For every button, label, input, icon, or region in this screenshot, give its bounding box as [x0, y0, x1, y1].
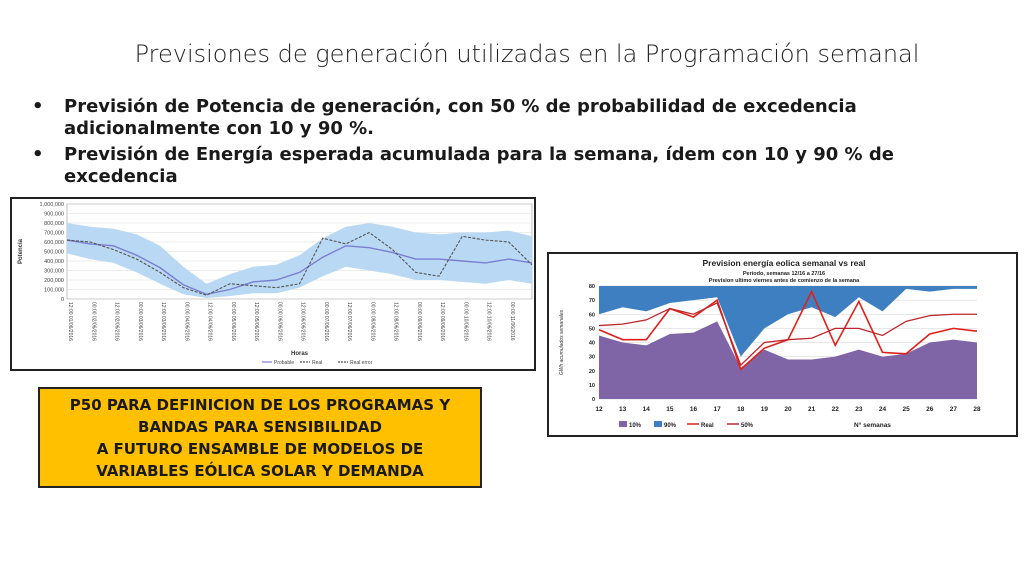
y-tick-label: 500,000	[44, 250, 64, 256]
y-tick-label: 0	[592, 397, 595, 403]
x-tick-label: 12:00 06/06/2016	[300, 302, 306, 341]
slide-title: Previsiones de generación utilizadas en …	[134, 40, 920, 68]
x-tick-label: 14	[643, 406, 651, 413]
legend-swatch	[654, 421, 662, 427]
x-tick-label: 00:00 04/06/2016	[183, 302, 189, 341]
y-axis-label: GWh acumulados semanales	[559, 309, 565, 375]
confidence-band	[67, 223, 532, 299]
note-line: VARIABLES EÓLICA SOLAR Y DEMANDA	[96, 462, 424, 480]
y-tick-label: 20	[589, 369, 595, 375]
energy-forecast-chart: Prevision energía eolica semanal vs real…	[547, 252, 1018, 437]
x-tick-label: 12:00 05/06/2016	[253, 302, 259, 341]
y-tick-label: 600,000	[44, 240, 64, 246]
x-tick-label: 21	[808, 406, 816, 413]
area-10	[599, 321, 977, 399]
x-tick-label: 00:00 09/06/2016	[416, 302, 422, 341]
note-line: A FUTURO ENSAMBLE DE MODELOS DE	[96, 440, 424, 458]
power-forecast-chart: 0 100,000 200,000 300,000 400,000 500,000 600,…	[10, 197, 538, 371]
note-line: BANDAS PARA SENSIBILIDAD	[138, 418, 382, 436]
x-tick-label: 12:00 08/06/2016	[393, 302, 399, 341]
y-tick-label: 300,000	[44, 269, 64, 275]
x-tick-label: 19	[761, 406, 769, 413]
x-tick-label: 24	[879, 406, 887, 413]
y-tick-label: 50	[589, 326, 595, 332]
x-tick-label: 20	[784, 406, 792, 413]
legend-label: 90%	[664, 423, 677, 429]
y-tick-label: 0	[61, 297, 64, 303]
x-tick-label: 13	[619, 406, 627, 413]
legend-label: Probable	[274, 360, 294, 366]
y-tick-label: 100,000	[44, 288, 64, 294]
x-tick-label: 00:00 08/06/2016	[369, 302, 375, 341]
y-tick-label: 40	[589, 341, 595, 347]
legend-label: Real	[701, 423, 714, 429]
x-tick-label: 12:00 09/06/2016	[439, 302, 445, 341]
bullet-text-line: Previsión de Energía esperada acumulada …	[64, 144, 894, 165]
x-tick-label: 00:00 06/06/2016	[276, 302, 282, 341]
chart-subtitle: Prevision ultimo viernes antes de comien…	[709, 278, 860, 284]
x-tick-label: 17	[714, 406, 722, 413]
bullet-item: • Previsión de Energía esperada acumulad…	[32, 144, 992, 188]
x-tick-label: 23	[855, 406, 863, 413]
chart-subtitle: Periodo, semanas 12/16 a 27/16	[743, 271, 825, 277]
note-line: P50 PARA DEFINICION DE LOS PROGRAMAS Y	[69, 396, 451, 414]
x-tick-label: 28	[973, 406, 981, 413]
bullet-dot-icon: •	[32, 144, 44, 165]
x-tick-label: 18	[737, 406, 745, 413]
y-tick-label: 70	[589, 298, 595, 304]
y-tick-label: 200,000	[44, 278, 64, 284]
bullet-list: • Previsión de Potencia de generación, c…	[32, 96, 992, 192]
y-tick-label: 30	[589, 355, 595, 361]
x-tick-label: 12:00 01/06/2016	[67, 302, 73, 341]
y-axis-label: Potencia	[18, 238, 24, 264]
x-tick-label: 16	[690, 406, 698, 413]
x-tick-label: 26	[926, 406, 934, 413]
x-tick-label: 00:00 03/06/2016	[137, 302, 143, 341]
y-tick-label: 800,000	[44, 221, 64, 227]
y-tick-label: 900,000	[44, 212, 64, 218]
power-forecast-svg: 0 100,000 200,000 300,000 400,000 500,000 600,…	[18, 202, 538, 366]
p50-note-box: P50 PARA DEFINICION DE LOS PROGRAMAS Y B…	[38, 387, 482, 488]
y-tick-label: 700,000	[44, 231, 64, 237]
series-line-real	[66, 231, 533, 296]
y-tick-label: 400,000	[44, 259, 64, 265]
x-tick-label: 00:00 11/06/2016	[509, 302, 515, 341]
legend-label: 10%	[629, 423, 642, 429]
x-tick-label: 12:00 11/06/2016	[532, 302, 534, 341]
legend-label: Real	[312, 360, 322, 366]
chart-title: Prevision energía eolica semanal vs real	[702, 258, 865, 268]
x-tick-label: 15	[666, 406, 674, 413]
y-tick-label: 10	[589, 383, 595, 389]
x-axis-label: Horas	[291, 351, 309, 357]
x-tick-label: 00:00 10/06/2016	[462, 302, 468, 341]
bullet-text-line: adicionalmente con 10 y 90 %.	[64, 118, 375, 139]
y-tick-label: 80	[589, 284, 595, 290]
x-tick-label: 00:00 07/06/2016	[323, 302, 329, 341]
y-tick-label: 60	[589, 312, 595, 318]
series-line-probable	[66, 239, 533, 295]
x-tick-label: 27	[950, 406, 958, 413]
area-90	[599, 286, 977, 357]
x-tick-label: 12:00 10/06/2016	[486, 302, 492, 341]
bullet-text-line: excedencia	[64, 166, 178, 187]
x-axis-label: N° semanas	[854, 421, 891, 429]
x-tick-label: 12:00 03/06/2016	[160, 302, 166, 341]
x-tick-label: 25	[903, 406, 911, 413]
x-tick-label: 00:00 02/06/2016	[90, 302, 96, 341]
legend-label: 50%	[741, 423, 754, 429]
bullet-item: • Previsión de Potencia de generación, c…	[32, 96, 992, 140]
x-tick-label: 12:00 04/06/2016	[207, 302, 213, 341]
series-line-p50	[598, 302, 977, 367]
bullet-text-line: Previsión de Potencia de generación, con…	[64, 96, 857, 117]
legend-label: Real error	[350, 360, 373, 366]
bullet-dot-icon: •	[32, 96, 44, 117]
legend-swatch	[619, 421, 627, 427]
x-tick-label: 12	[595, 406, 603, 413]
x-tick-label: 12:00 07/06/2016	[346, 302, 352, 341]
x-tick-label: 22	[832, 406, 840, 413]
x-tick-label: 00:00 05/06/2016	[230, 302, 236, 341]
energy-forecast-svg: Prevision energía eolica semanal vs real…	[559, 258, 981, 429]
x-tick-label: 12:00 02/06/2016	[114, 302, 120, 341]
y-tick-label: 1,000,000	[40, 202, 64, 208]
